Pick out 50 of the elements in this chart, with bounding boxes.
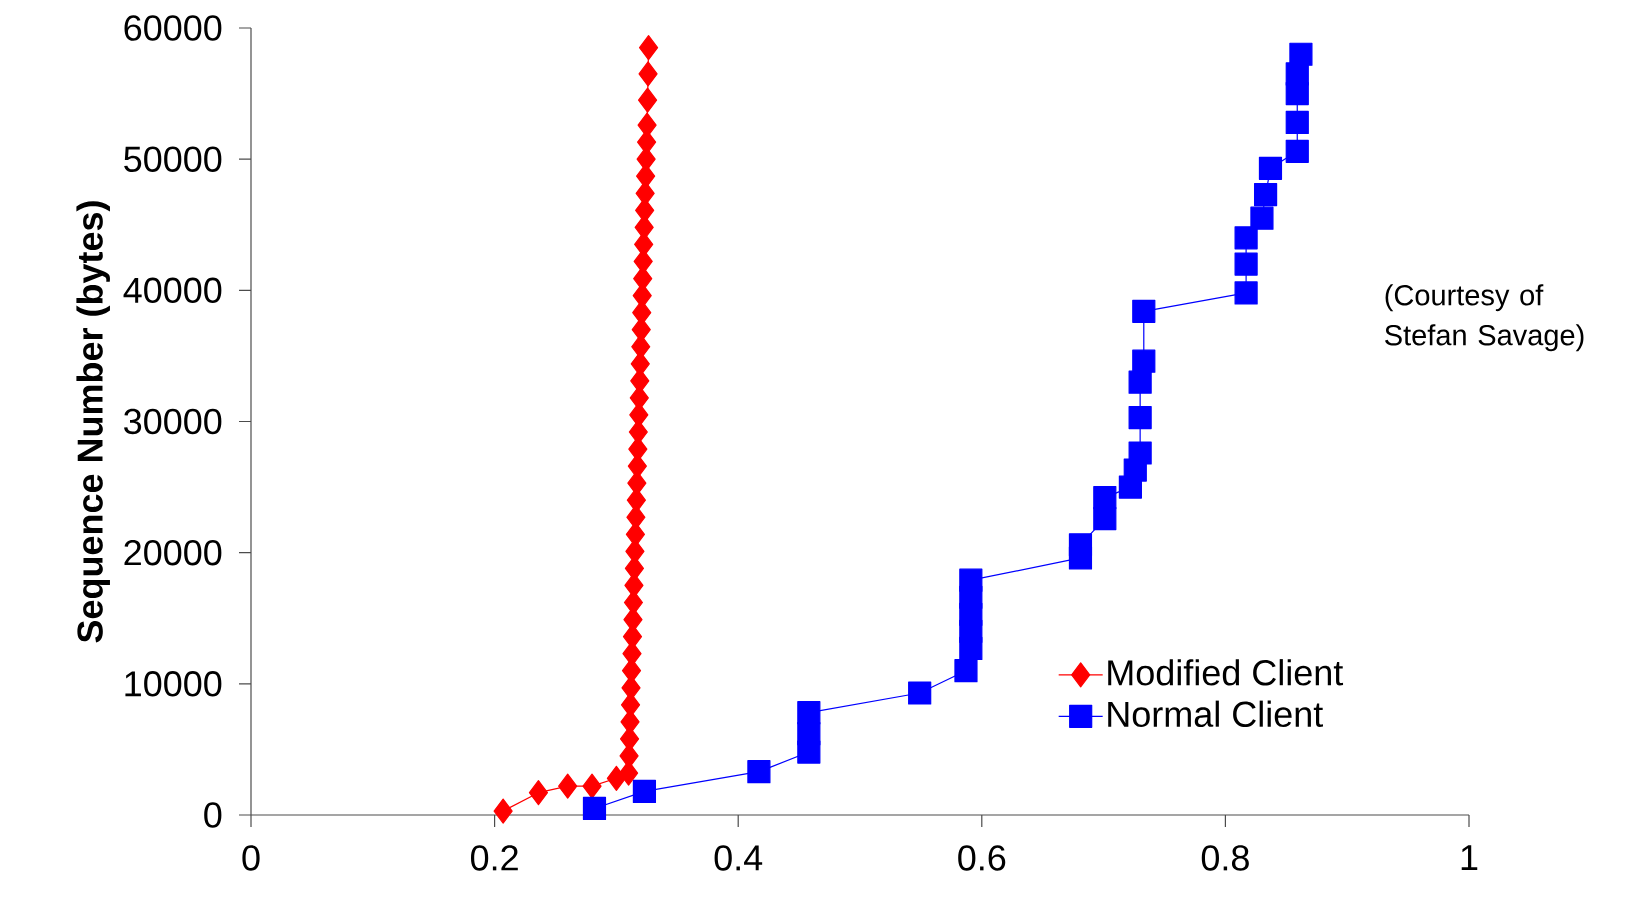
point — [637, 87, 658, 113]
y-tick-label: 50000 — [124, 146, 222, 172]
point — [1093, 485, 1117, 510]
point — [1234, 281, 1258, 305]
x-tick-label: 0.2 — [470, 845, 518, 871]
point — [582, 773, 602, 799]
point — [606, 765, 626, 791]
y-tick-label: 0 — [204, 802, 222, 828]
point — [1234, 252, 1258, 276]
point — [797, 701, 821, 725]
point — [797, 722, 821, 746]
legend-label: Modified Client — [1108, 659, 1344, 686]
y-tick-label: 10000 — [125, 671, 222, 697]
point — [1285, 110, 1309, 135]
x-tick-label: 0 — [242, 845, 260, 871]
point — [1289, 42, 1313, 66]
point — [1253, 182, 1278, 207]
point — [1132, 299, 1156, 323]
point — [528, 780, 549, 806]
point — [582, 796, 607, 821]
point — [1128, 370, 1152, 394]
x-tick-label: 0.6 — [958, 845, 1006, 871]
x-tick-label: 0.4 — [714, 845, 763, 871]
y-tick-label: 20000 — [124, 539, 222, 566]
point — [1250, 206, 1274, 230]
x-tick-label: 0.8 — [1201, 845, 1249, 871]
point — [638, 35, 659, 61]
point — [1128, 441, 1152, 465]
legend-label: Normal Client — [1108, 700, 1323, 728]
point — [1234, 226, 1258, 250]
point — [632, 779, 657, 803]
point — [493, 798, 513, 824]
y-tick-label: 40000 — [123, 277, 222, 304]
point — [638, 61, 658, 87]
y-tick-label: 30000 — [124, 408, 222, 435]
point — [1285, 139, 1309, 163]
annotation: (Courtesy of Stefan Savage) — [1385, 284, 1584, 352]
point — [908, 681, 932, 705]
point — [1068, 533, 1093, 557]
y-axis-title: Sequence Number (bytes) — [76, 201, 110, 643]
point — [1128, 405, 1152, 430]
point — [954, 659, 978, 683]
point — [1093, 506, 1117, 531]
x-tick-label: 1 — [1461, 845, 1478, 870]
y-tick-label: 60000 — [124, 15, 222, 41]
point — [959, 568, 983, 592]
point — [1258, 156, 1283, 180]
point — [747, 760, 771, 784]
point — [558, 773, 578, 799]
point — [1132, 349, 1156, 373]
